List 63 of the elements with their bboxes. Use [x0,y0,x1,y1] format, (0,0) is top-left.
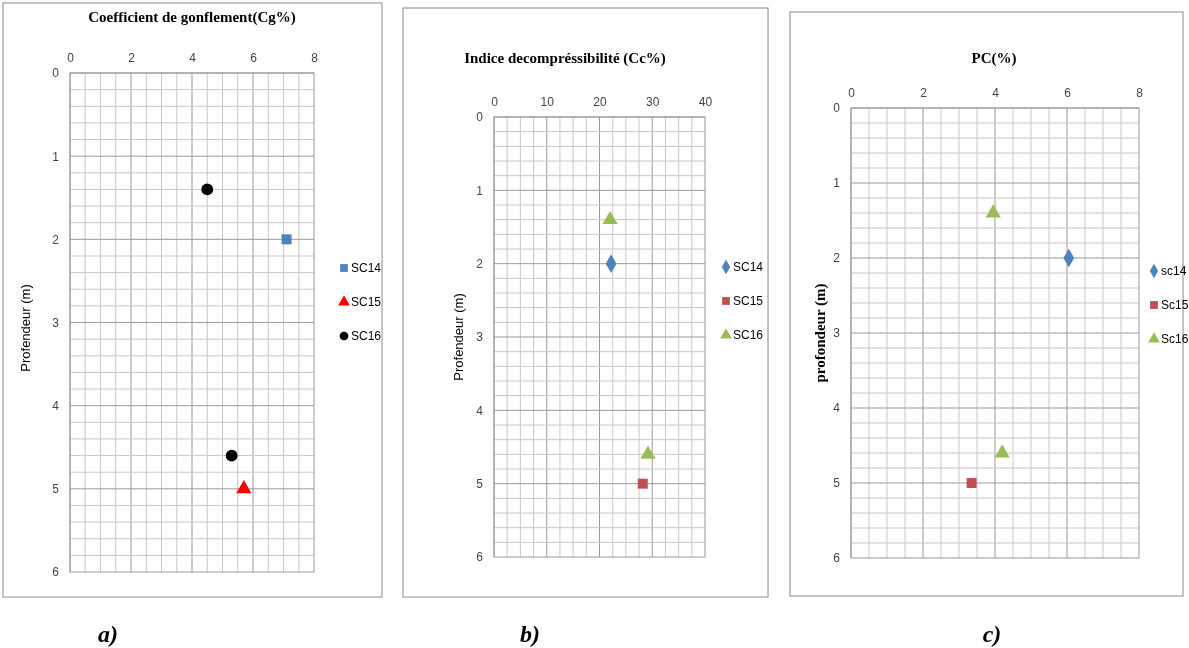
x-tick-label: 10 [540,95,555,109]
chart-title: Coefficient de gonflement(Cg%) [88,9,296,26]
x-tick-label: 6 [250,51,258,65]
y-tick-label: 1 [833,176,841,191]
legend-label: SC16 [733,328,764,342]
legend-label: SC16 [351,329,382,343]
legend-label: Sc15 [1161,298,1189,312]
y-tick-label: 2 [833,251,841,266]
y-tick-label: 2 [52,232,60,247]
y-tick-label: 6 [476,550,484,565]
text: b) [520,621,540,647]
y-tick-label: 6 [52,565,60,580]
x-tick-label: 8 [311,51,319,65]
x-tick-label: 0 [67,51,75,65]
text: a) [98,621,118,647]
point [966,478,977,488]
x-tick-label: 2 [920,86,928,100]
y-tick-label: 4 [476,403,484,418]
x-tick-label: 4 [189,51,197,65]
legend-label: Sc16 [1161,332,1189,346]
x-tick-label: 30 [646,95,660,109]
x-tick-label: 0 [491,95,499,109]
y-tick-label: 5 [833,476,841,491]
y-tick-label: 4 [833,401,841,416]
point [640,445,656,459]
y-tick-label: 0 [52,66,60,81]
y-tick-label: 3 [833,326,841,341]
point [602,210,618,225]
x-tick-label: 40 [698,95,713,109]
x-tick-label: 6 [1064,86,1072,100]
point [281,234,292,245]
legend-label: SC15 [733,294,764,308]
legend-label: SC14 [351,261,382,275]
point [985,204,1001,218]
chart-title: PC(%) [971,50,1017,67]
x-tick-label: 2 [128,51,136,65]
x-tick-label: 20 [593,95,607,109]
point [201,183,214,196]
point [225,449,238,462]
legend-label: SC15 [351,295,382,309]
y-axis-title: Profendeur (m) [451,293,466,381]
y-tick-label: 5 [476,477,484,492]
y-tick-label: 1 [52,149,60,164]
legend-label: sc14 [1161,264,1187,278]
y-tick-label: 1 [476,183,484,198]
point [994,444,1010,458]
y-tick-label: 3 [476,330,484,345]
y-tick-label: 3 [52,315,60,330]
y-axis-title: profondeur (m) [812,283,829,383]
y-tick-label: 2 [476,257,484,272]
legend-label: SC14 [733,260,764,274]
y-axis-title: Profendeur (m) [18,284,33,372]
point [236,480,252,494]
y-tick-label: 6 [833,551,841,566]
text: c) [982,621,1002,647]
y-tick-label: 5 [52,482,60,497]
x-tick-label: 8 [1136,86,1144,100]
y-tick-label: 0 [476,110,484,125]
y-tick-label: 4 [52,399,60,414]
chart-title: Indice decompréssibilité (Cc%) [464,50,666,67]
x-tick-label: 4 [992,86,1000,100]
point [637,478,648,489]
x-tick-label: 0 [848,86,856,100]
